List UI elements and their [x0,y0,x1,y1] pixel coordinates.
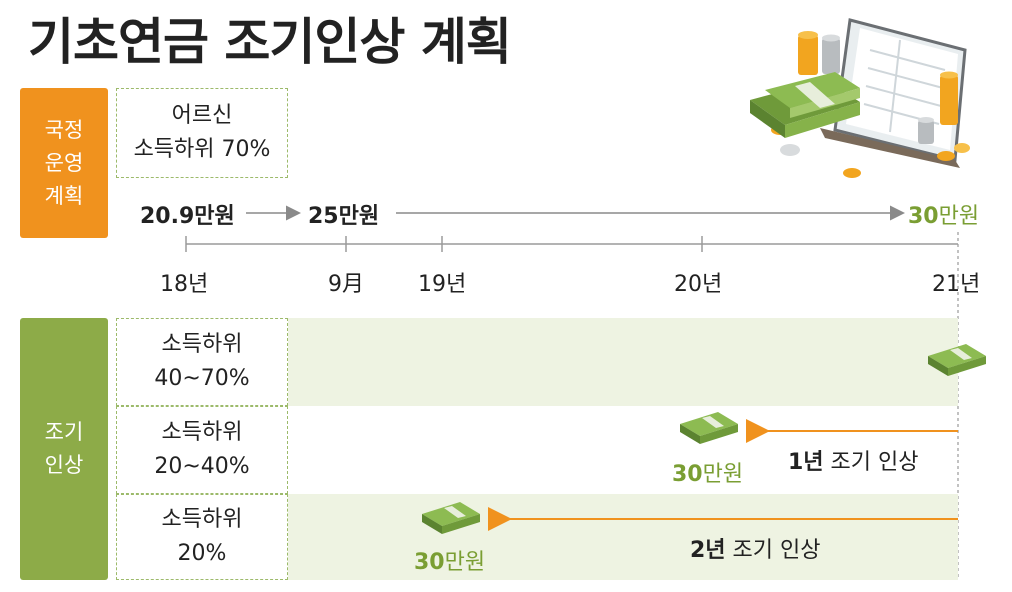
tick-label: 19년 [418,272,467,297]
income-group-box-1: 소득하위 40~70% [116,318,288,406]
cash-icon-row3 [422,502,480,534]
national-plan-label: 국정 운영 계획 [20,88,108,238]
row-band-3 [288,494,958,580]
national-plan-target-box: 어르신 소득하위 70% [116,88,288,178]
money-label-row2: 30만원 [672,462,744,487]
tick-label: 18년 [160,272,209,297]
early-raise-label-line: 조기 [44,420,84,444]
tick-label: 21년 [932,272,981,297]
target-line: 소득하위 70% [133,137,271,162]
early-raise-label: 조기 인상 [20,318,108,580]
coin-stacks [771,31,970,178]
income-group-line: 20% [177,541,227,566]
tick-label: 9月 [328,272,364,297]
cash-icon-row1 [928,344,986,376]
national-plan-label-line: 국정 [44,117,84,142]
cash-bundle [750,72,860,138]
income-group-line: 40~70% [154,366,250,391]
raise-label-1yr: 1년 조기 인상 [788,450,919,475]
income-group-box-3: 소득하위 20% [116,494,288,580]
money-label-row3: 30만원 [414,550,486,575]
income-group-line: 20~40% [154,454,250,479]
cash-icon-row2 [680,412,738,444]
national-plan-label-line: 운영 [44,150,84,175]
amount-2021: 30만원 [908,204,980,229]
target-line: 어르신 [171,103,233,128]
amount-2018: 20.9만원 [140,204,235,229]
income-group-box-2: 소득하위 20~40% [116,406,288,494]
national-plan-label-line: 계획 [44,183,84,208]
amount-sept: 25만원 [308,204,380,229]
early-raise-label-line: 인상 [44,453,84,477]
tick-label: 20년 [674,272,723,297]
income-group-line: 소득하위 [161,332,243,357]
income-group-line: 소득하위 [161,420,243,445]
page-title: 기초연금 조기인상 계획 [28,13,512,71]
income-group-line: 소득하위 [161,507,243,532]
raise-label-2yr: 2년 조기 인상 [690,538,821,563]
row-band-1 [288,318,958,406]
wallet-coins-illustration [750,18,970,178]
